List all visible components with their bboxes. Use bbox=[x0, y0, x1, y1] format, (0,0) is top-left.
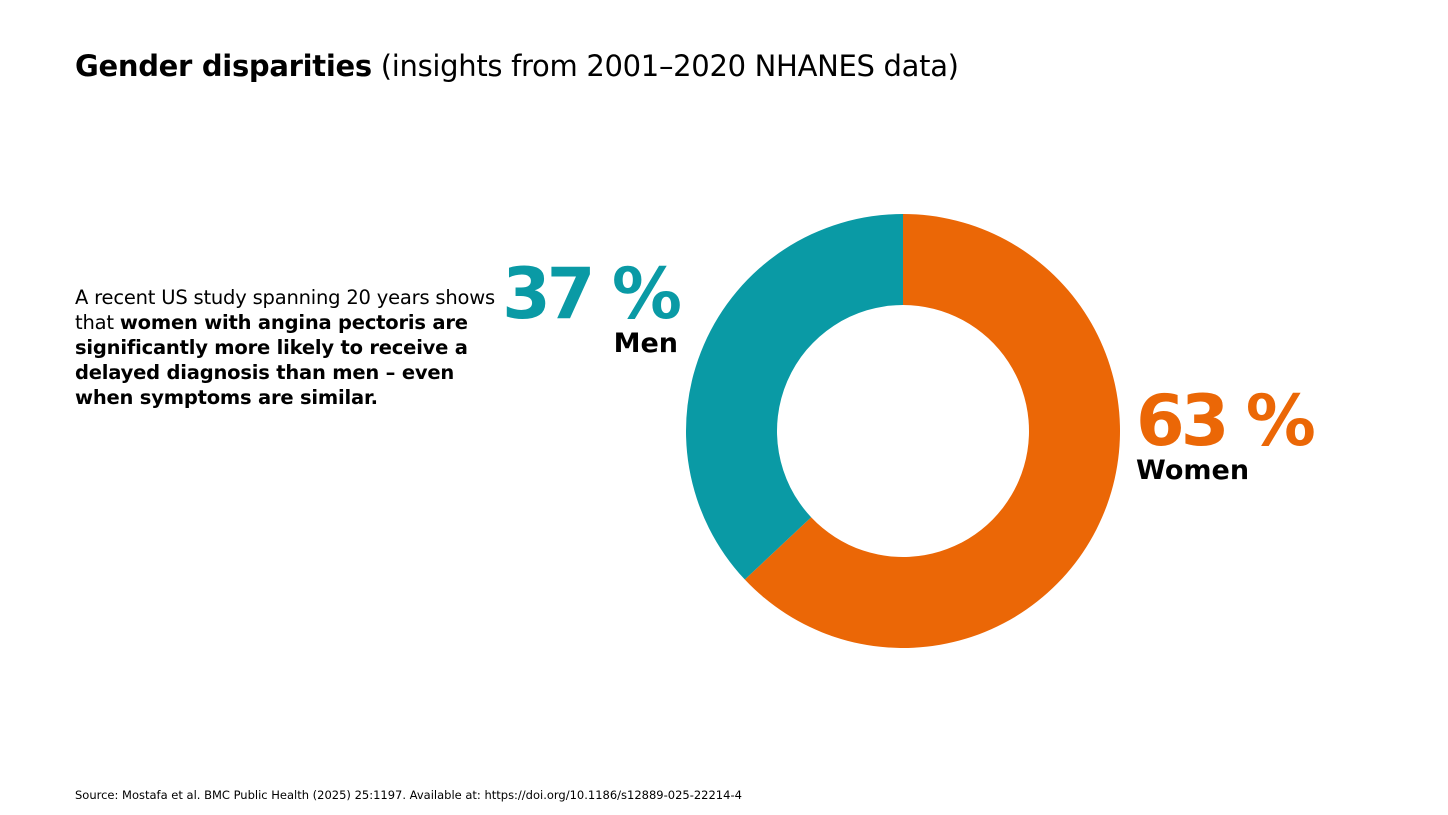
description-text: A recent US study spanning 20 years show… bbox=[75, 285, 515, 410]
women-category-label: Women bbox=[1136, 455, 1250, 486]
title-subtitle: (insights from 2001–2020 NHANES data) bbox=[371, 49, 959, 83]
title-bold: Gender disparities bbox=[75, 49, 372, 83]
women-value-label: 63 % bbox=[1136, 380, 1316, 462]
source-citation: Source: Mostafa et al. BMC Public Health… bbox=[75, 788, 742, 802]
men-value-label: 37 % bbox=[502, 253, 682, 335]
donut-slice-men bbox=[685, 213, 903, 580]
donut-slice-women bbox=[744, 214, 1120, 648]
description-plain: A recent US study spanning 20 years show… bbox=[75, 286, 495, 334]
description-bold: women with angina pectoris are significa… bbox=[75, 311, 468, 409]
men-category-label: Men bbox=[613, 328, 678, 359]
page-title: Gender disparities (insights from 2001–2… bbox=[75, 46, 959, 86]
